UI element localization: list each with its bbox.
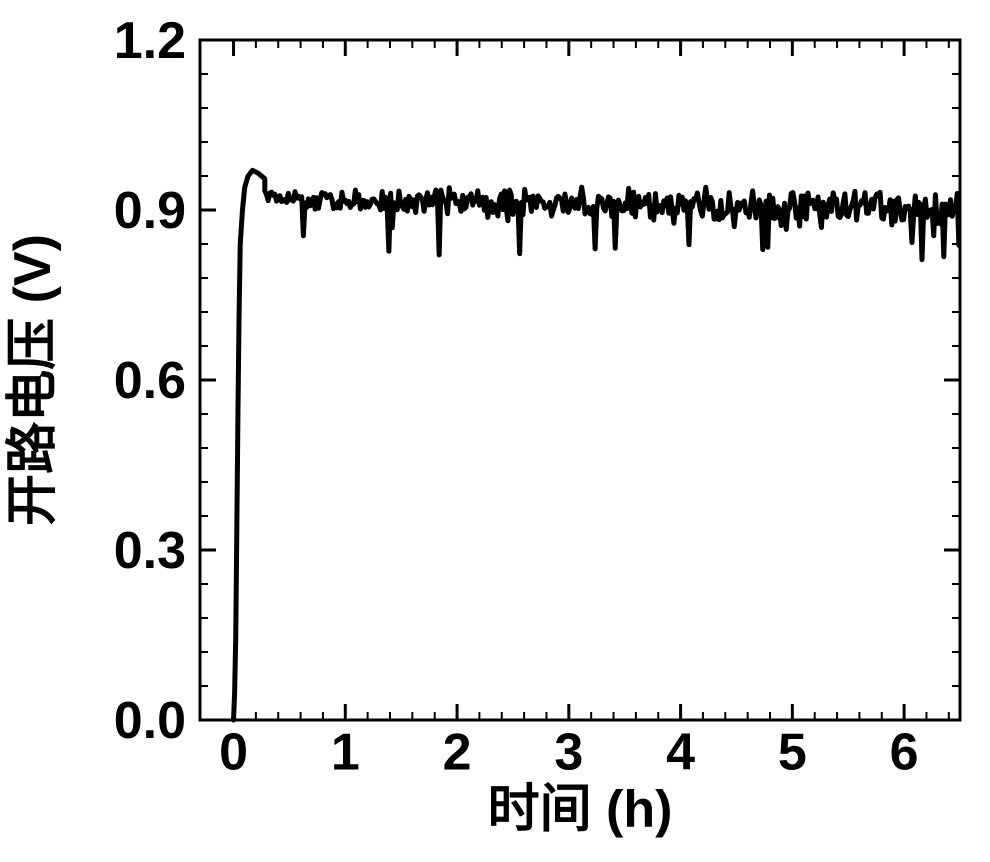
y-tick-label: 0.0 [114, 692, 186, 750]
y-tick-label: 0.3 [114, 522, 186, 580]
plot-frame [200, 40, 960, 720]
x-tick-label: 4 [666, 723, 695, 781]
chart-svg: 0 1 2 3 4 5 6 0.0 0.3 0.6 0.9 1.2 时间 (h) 开路电压 (V) [0, 0, 990, 862]
y-tick-label: 0.9 [114, 182, 186, 240]
x-axis-label: 时间 (h) [488, 781, 673, 839]
x-tick-label: 2 [443, 723, 472, 781]
series-line [234, 170, 959, 720]
x-tick-label: 1 [331, 723, 360, 781]
y-tick-labels: 0.0 0.3 0.6 0.9 1.2 [114, 12, 186, 750]
y-tick-label: 1.2 [114, 12, 186, 70]
x-tick-label: 3 [554, 723, 583, 781]
x-tick-labels: 0 1 2 3 4 5 6 [219, 723, 919, 781]
x-tick-label: 6 [890, 723, 919, 781]
x-ticks [234, 40, 949, 720]
y-ticks [200, 40, 960, 720]
y-tick-label: 0.6 [114, 352, 186, 410]
y-axis-label: 开路电压 (V) [4, 234, 62, 526]
x-tick-label: 0 [219, 723, 248, 781]
chart-container: 0 1 2 3 4 5 6 0.0 0.3 0.6 0.9 1.2 时间 (h) 开路电压 (V) [0, 0, 990, 862]
x-tick-label: 5 [778, 723, 807, 781]
